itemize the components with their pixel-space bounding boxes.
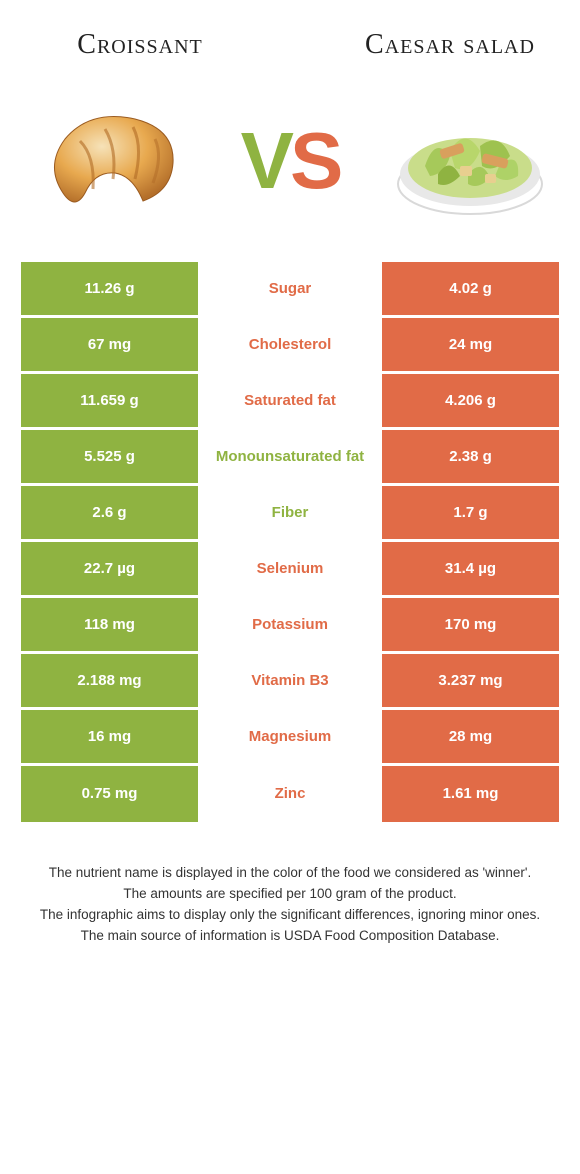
images-row: VS: [0, 81, 580, 261]
vs-s: S: [290, 116, 339, 205]
table-row: 2.6 gFiber1.7 g: [21, 486, 559, 542]
vs-v: V: [241, 116, 290, 205]
value-left: 67 mg: [21, 318, 201, 371]
value-left: 16 mg: [21, 710, 201, 763]
table-row: 11.26 gSugar4.02 g: [21, 262, 559, 318]
table-row: 5.525 gMonounsaturated fat2.38 g: [21, 430, 559, 486]
footnote-line: The main source of information is USDA F…: [30, 926, 550, 947]
salad-icon: [390, 96, 550, 226]
nutrient-label: Monounsaturated fat: [201, 430, 379, 483]
footnotes: The nutrient name is displayed in the co…: [0, 823, 580, 947]
value-left: 11.26 g: [21, 262, 201, 315]
salad-image: [390, 91, 550, 231]
croissant-image: [30, 91, 190, 231]
nutrient-label: Saturated fat: [201, 374, 379, 427]
table-row: 22.7 µgSelenium31.4 µg: [21, 542, 559, 598]
table-row: 16 mgMagnesium28 mg: [21, 710, 559, 766]
value-left: 11.659 g: [21, 374, 201, 427]
value-right: 31.4 µg: [379, 542, 559, 595]
table-row: 0.75 mgZinc1.61 mg: [21, 766, 559, 822]
croissant-icon: [35, 101, 185, 221]
value-left: 2.6 g: [21, 486, 201, 539]
nutrient-label: Sugar: [201, 262, 379, 315]
footnote-line: The infographic aims to display only the…: [30, 905, 550, 926]
nutrient-label: Vitamin B3: [201, 654, 379, 707]
nutrient-label: Cholesterol: [201, 318, 379, 371]
nutrient-table: 11.26 gSugar4.02 g67 mgCholesterol24 mg1…: [20, 261, 560, 823]
footnote-line: The nutrient name is displayed in the co…: [30, 863, 550, 884]
value-right: 4.206 g: [379, 374, 559, 427]
nutrient-label: Selenium: [201, 542, 379, 595]
value-right: 170 mg: [379, 598, 559, 651]
nutrient-label: Magnesium: [201, 710, 379, 763]
table-row: 118 mgPotassium170 mg: [21, 598, 559, 654]
nutrient-label: Potassium: [201, 598, 379, 651]
value-left: 5.525 g: [21, 430, 201, 483]
value-left: 22.7 µg: [21, 542, 201, 595]
value-left: 2.188 mg: [21, 654, 201, 707]
value-left: 118 mg: [21, 598, 201, 651]
value-right: 2.38 g: [379, 430, 559, 483]
value-right: 1.61 mg: [379, 766, 559, 822]
header: Croissant Caesar salad: [0, 0, 580, 81]
table-row: 11.659 gSaturated fat4.206 g: [21, 374, 559, 430]
value-right: 4.02 g: [379, 262, 559, 315]
footnote-line: The amounts are specified per 100 gram o…: [30, 884, 550, 905]
table-row: 2.188 mgVitamin B33.237 mg: [21, 654, 559, 710]
nutrient-label: Zinc: [201, 766, 379, 822]
value-left: 0.75 mg: [21, 766, 201, 822]
value-right: 28 mg: [379, 710, 559, 763]
value-right: 3.237 mg: [379, 654, 559, 707]
value-right: 24 mg: [379, 318, 559, 371]
nutrient-label: Fiber: [201, 486, 379, 539]
food-right-title: Caesar salad: [360, 30, 540, 61]
food-left-title: Croissant: [40, 30, 240, 61]
vs-label: VS: [241, 115, 340, 207]
value-right: 1.7 g: [379, 486, 559, 539]
table-row: 67 mgCholesterol24 mg: [21, 318, 559, 374]
